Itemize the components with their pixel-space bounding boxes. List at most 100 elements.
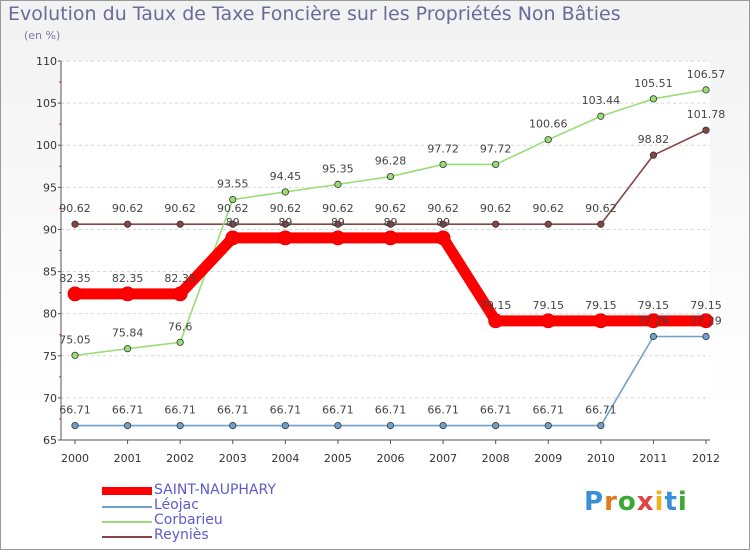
- data-point: [649, 95, 658, 103]
- legend-swatch: [102, 506, 152, 508]
- data-point: [120, 286, 135, 302]
- data-label: 82.35: [59, 272, 91, 285]
- data-point: [176, 220, 184, 228]
- data-point: [702, 126, 710, 134]
- proxiti-logo: Proxiti: [584, 487, 688, 517]
- y-tick-label: 95: [43, 181, 57, 194]
- data-point: [435, 230, 451, 246]
- data-label: 77.29: [638, 314, 670, 327]
- data-label: 79.15: [638, 299, 670, 312]
- data-label: 66.71: [585, 404, 617, 417]
- data-point: [492, 421, 500, 430]
- data-label: 94.45: [270, 170, 302, 183]
- legend-swatch: [102, 521, 152, 523]
- data-point: [649, 332, 658, 341]
- data-label: 66.71: [217, 404, 249, 417]
- data-point: [544, 220, 552, 228]
- logo-letter: i: [654, 487, 665, 517]
- data-point: [334, 180, 342, 188]
- logo-letter: x: [636, 487, 655, 517]
- x-tick-label: 2006: [377, 452, 405, 465]
- data-point: [544, 421, 552, 430]
- data-point: [281, 421, 289, 430]
- data-point: [229, 220, 237, 228]
- x-tick-label: 2007: [429, 452, 457, 465]
- data-point: [123, 421, 132, 430]
- data-point: [597, 112, 605, 120]
- data-label: 90.62: [480, 202, 512, 215]
- x-tick-label: 2004: [271, 452, 299, 465]
- legend-label: Reyniès: [154, 527, 209, 543]
- data-point: [176, 421, 184, 430]
- data-label: 82.35: [112, 272, 144, 285]
- data-label: 90.62: [164, 202, 196, 215]
- data-point: [698, 313, 714, 329]
- data-point: [225, 230, 241, 246]
- x-tick-label: 2000: [61, 452, 89, 465]
- data-label: 101.78: [687, 108, 726, 121]
- logo-letter: r: [604, 487, 618, 517]
- data-label: 95.35: [322, 162, 354, 175]
- x-tick-label: 2005: [324, 452, 352, 465]
- data-label: 89: [226, 216, 240, 229]
- data-label: 90.62: [427, 202, 459, 215]
- x-tick-label: 2009: [534, 452, 562, 465]
- logo-letter: o: [617, 487, 637, 517]
- data-label: 66.71: [270, 404, 302, 417]
- data-point: [67, 286, 83, 302]
- data-point: [281, 188, 289, 196]
- data-label: 90.62: [585, 202, 617, 215]
- data-label: 89: [331, 216, 345, 229]
- data-label: 66.71: [322, 404, 354, 417]
- data-point: [702, 86, 710, 94]
- data-label: 98.82: [638, 133, 670, 146]
- data-label: 66.71: [375, 404, 407, 417]
- data-label: 89: [384, 216, 398, 229]
- x-tick-label: 2010: [587, 452, 615, 465]
- data-point: [439, 421, 447, 430]
- y-tick-label: 110: [36, 55, 57, 68]
- data-point: [439, 160, 447, 169]
- data-label: 90.62: [322, 202, 354, 215]
- data-point: [439, 220, 447, 228]
- legend-swatch: [102, 487, 152, 495]
- data-point: [176, 338, 184, 346]
- logo-letter: P: [584, 487, 605, 517]
- data-label: 79.15: [533, 299, 565, 312]
- data-label: 79.15: [690, 299, 722, 312]
- data-point: [334, 421, 342, 430]
- data-point: [334, 220, 342, 228]
- x-tick-label: 2011: [639, 452, 667, 465]
- data-point: [281, 220, 289, 228]
- data-point: [172, 286, 188, 302]
- data-label: 106.57: [687, 68, 726, 81]
- data-point: [492, 220, 500, 228]
- data-label: 89: [278, 216, 292, 229]
- data-point: [386, 421, 395, 430]
- legend-swatch: [102, 536, 152, 538]
- x-tick-label: 2001: [114, 452, 142, 465]
- data-point: [277, 230, 293, 246]
- data-point: [123, 220, 132, 228]
- data-label: 66.71: [164, 404, 196, 417]
- data-label: 90.62: [59, 202, 91, 215]
- data-label: 90.62: [375, 202, 407, 215]
- data-label: 66.71: [112, 404, 144, 417]
- y-tick-label: 100: [36, 139, 57, 152]
- data-label: 90.62: [112, 202, 144, 215]
- data-label: 66.71: [533, 404, 565, 417]
- data-point: [649, 151, 658, 159]
- logo-letter: t: [664, 487, 678, 517]
- data-point: [540, 313, 556, 329]
- y-tick-label: 90: [43, 223, 57, 236]
- y-tick-label: 75: [43, 350, 57, 363]
- data-label: 75.84: [112, 327, 144, 340]
- y-tick-label: 70: [43, 392, 57, 405]
- data-label: 97.72: [427, 142, 459, 155]
- data-point: [544, 136, 552, 144]
- data-point: [71, 421, 79, 430]
- y-unit-label: (en %): [24, 29, 61, 42]
- data-label: 79.15: [585, 299, 617, 312]
- data-point: [330, 230, 346, 246]
